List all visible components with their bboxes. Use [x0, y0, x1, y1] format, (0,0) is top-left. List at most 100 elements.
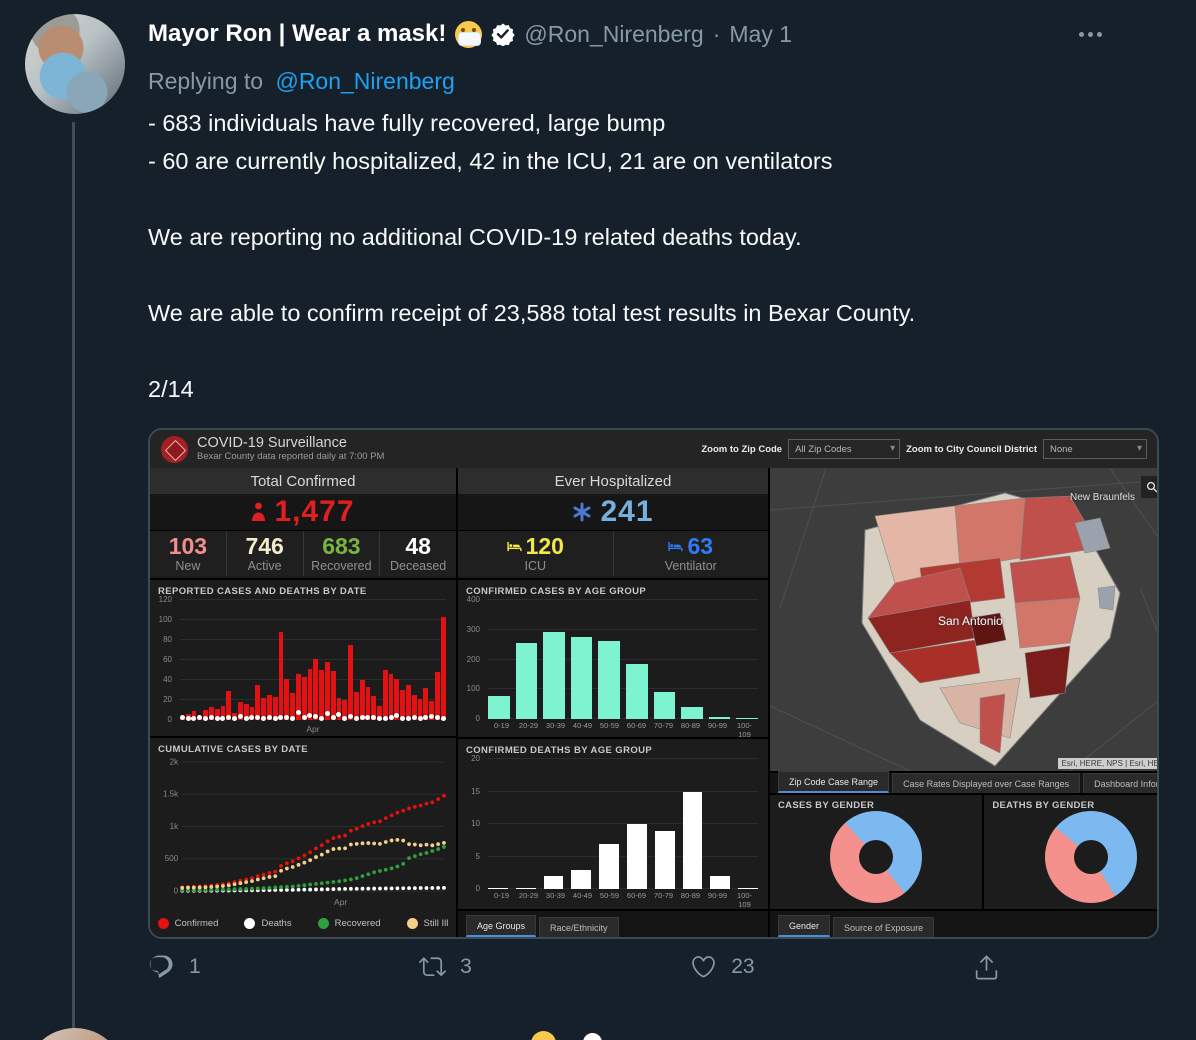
next-tweet-badge-peek [583, 1033, 602, 1040]
bar [488, 695, 510, 719]
death-dot [405, 716, 411, 721]
tab-gender[interactable]: Gender [778, 915, 831, 937]
zip-filter-select[interactable]: All Zip Codes ▾ [788, 439, 901, 459]
total-confirmed-panel: Total Confirmed 1,477 103 New 746 Active 683… [150, 468, 456, 578]
san-antonio-seal-icon [161, 435, 188, 463]
x-category-labels: 0-19 20-29 30-39 40-49 50-59 60-69 70-79 80-89 9… [488, 721, 758, 739]
gridline [488, 790, 758, 792]
bar-slot [400, 600, 406, 721]
bar-slot [417, 600, 423, 721]
bar-slot [261, 600, 267, 721]
bar-slot [272, 600, 278, 721]
tweet-body-line: - 683 individuals have fully recovered, … [148, 110, 666, 136]
tweet-header: Mayor Ron | Wear a mask! @Ron_Nirenberg … [148, 20, 1108, 48]
share-button[interactable] [973, 953, 1000, 980]
map[interactable]: San Antonio New Braunfels + − [770, 468, 1157, 771]
chart-y-axis: 0 20 40 60 80 100 120 [150, 595, 176, 724]
svg-text:1k: 1k [170, 822, 179, 831]
bar-slot [543, 759, 564, 889]
stat-label: Active [247, 558, 282, 573]
gridline [180, 719, 446, 720]
x-tick-label: 100-109 [736, 721, 752, 739]
death-dot [232, 716, 238, 721]
next-tweet-avatar-peek[interactable] [25, 1028, 125, 1040]
bar [400, 690, 406, 720]
y-tick-label: 120 [158, 595, 172, 604]
death-dot [376, 716, 382, 721]
thread-connector-line [72, 122, 75, 1030]
tab-age-groups[interactable]: Age Groups [466, 915, 537, 937]
bar-slot [736, 600, 758, 719]
bar-slot [313, 600, 319, 720]
bar [353, 692, 359, 720]
ventilator-bed-icon [668, 541, 684, 552]
bar [417, 699, 423, 720]
x-tick-label: 70-79 [653, 891, 674, 900]
bar [243, 704, 249, 720]
display-name[interactable]: Mayor Ron | Wear a mask! [148, 20, 447, 47]
more-menu-button[interactable] [1073, 26, 1108, 43]
tab-dashboard-information[interactable]: Dashboard Information [1083, 773, 1157, 793]
bar [220, 706, 226, 720]
tab-case-rates-displayed-over-case-ranges[interactable]: Case Rates Displayed over Case Ranges [892, 773, 1081, 793]
bar-slot [710, 759, 731, 889]
replying-to-handle[interactable]: @Ron_Nirenberg [275, 68, 455, 94]
stat-label: Ventilator [664, 558, 717, 573]
bar [382, 670, 388, 720]
zip-filter-label: Zoom to Zip Code [701, 443, 783, 455]
gridline [488, 823, 758, 824]
retweet-icon [419, 957, 447, 977]
bar-slot [237, 600, 243, 720]
y-tick-label: 0 [475, 884, 480, 893]
gridline [488, 855, 758, 857]
bar [295, 674, 301, 720]
bar-slot [654, 759, 675, 889]
gridline [488, 688, 758, 690]
like-button[interactable]: 23 [690, 953, 755, 980]
bar [570, 636, 593, 719]
retweet-button[interactable]: 3 [419, 953, 472, 980]
dashboard-image[interactable]: COVID-19 Surveillance Bexar County data … [148, 428, 1159, 939]
legend-label: Deaths [261, 917, 292, 929]
deaths-by-age-chart: 0-19 20-29 30-39 40-49 50-59 60-69 70-79 80-89 9… [458, 754, 768, 909]
tab-source-of-exposure[interactable]: Source of Exposure [833, 917, 935, 937]
death-dot [295, 710, 301, 715]
tweet-body-line: We are reporting no additional COVID-19 … [148, 224, 802, 250]
x-axis-label: Apr [306, 724, 320, 734]
bar-slot [371, 600, 377, 720]
tab-race-ethnicity[interactable]: Race/Ethnicity [539, 917, 619, 937]
deaths-by-gender-panel: DEATHS BY GENDER [984, 795, 1157, 909]
tab-zip-code-case-range[interactable]: Zip Code Case Range [778, 771, 890, 793]
bar [214, 709, 220, 720]
map-tab-bar: Zip Code Case Range Case Rates Displayed … [770, 771, 1157, 793]
district-filter-select[interactable]: None ▾ [1043, 439, 1147, 459]
cases-by-gender-panel: CASES BY GENDER [770, 795, 983, 909]
stat-ventilator: 63 Ventilator [612, 531, 769, 576]
bar [653, 691, 676, 719]
bar-slot [249, 600, 255, 720]
bar [348, 645, 353, 720]
avatar[interactable] [25, 14, 125, 114]
bar-slot [626, 759, 647, 889]
legend-label: Still Ill [423, 917, 449, 929]
bar [423, 688, 429, 720]
bar [272, 697, 278, 720]
stat-new: 103 New [150, 531, 226, 576]
tweet-date[interactable]: May 1 [729, 20, 793, 47]
bar-slot [214, 600, 220, 721]
bar-slot [681, 600, 703, 719]
death-dot [400, 716, 406, 721]
user-handle[interactable]: @Ron_Nirenberg [524, 20, 704, 47]
bar [208, 707, 214, 720]
legend-dot [406, 917, 418, 929]
reply-button[interactable]: 1 [148, 953, 201, 980]
legend-dot [157, 917, 169, 929]
ever-hospitalized-panel: Ever Hospitalized 241 120 ICU 63 Ventilator [458, 468, 768, 578]
gender-tab-bar: Gender Source of Exposure [770, 911, 1157, 937]
bar-slot [440, 600, 446, 721]
map-search-button[interactable] [1140, 476, 1157, 498]
cumulative-cases-chart: 0 500 1k 1.5k 2k Apr [152, 754, 454, 911]
y-tick-label: 20 [471, 754, 480, 763]
death-dot [330, 715, 336, 720]
